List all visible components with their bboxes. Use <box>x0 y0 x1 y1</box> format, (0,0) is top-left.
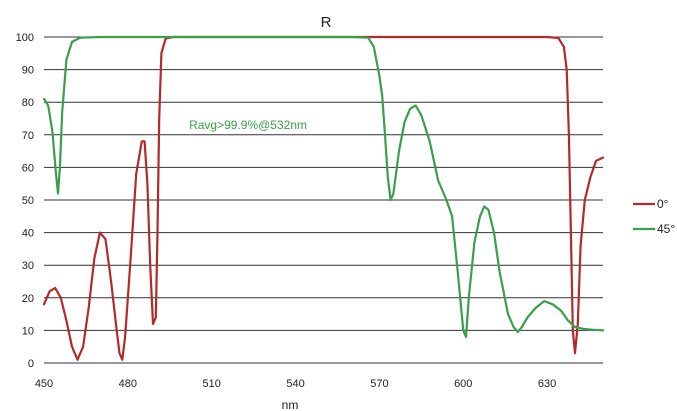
x-tick-label: 450 <box>35 378 53 390</box>
x-tick-label: 540 <box>286 378 304 390</box>
series-layer <box>42 35 605 361</box>
text-layer: 0 10 20 30 40 50 60 70 80 90 100 450 480 510 540 570 600… <box>16 14 557 411</box>
x-tick-label: 570 <box>370 378 388 390</box>
x-tick-label: 600 <box>454 378 472 390</box>
y-tick-label: 80 <box>22 97 34 109</box>
legend: 0° 45° <box>633 197 675 236</box>
grid-layer <box>44 36 603 364</box>
legend-label-45deg: 45° <box>657 222 675 236</box>
series-line-0deg <box>42 35 605 361</box>
x-tick-label: 510 <box>203 378 221 390</box>
y-tick-label: 40 <box>22 228 34 240</box>
y-tick-label: 10 <box>22 325 34 337</box>
y-tick-label: 70 <box>22 130 34 142</box>
x-tick-label: 630 <box>538 378 556 390</box>
y-tick-label: 90 <box>22 65 34 77</box>
y-tick-label: 60 <box>22 162 34 174</box>
x-tick-label: 480 <box>119 378 137 390</box>
y-tick-label: 50 <box>22 195 34 207</box>
legend-label-0deg: 0° <box>657 197 669 211</box>
y-tick-label: 20 <box>22 293 34 305</box>
series-line-45deg <box>42 35 605 338</box>
annotation-ravg: Ravg>99.9%@532nm <box>189 118 307 132</box>
y-tick-label: 30 <box>22 260 34 272</box>
x-axis-label: nm <box>282 398 299 411</box>
chart-title: R <box>321 14 332 31</box>
y-tick-label: 100 <box>16 32 34 44</box>
y-tick-label: 0 <box>28 358 34 370</box>
